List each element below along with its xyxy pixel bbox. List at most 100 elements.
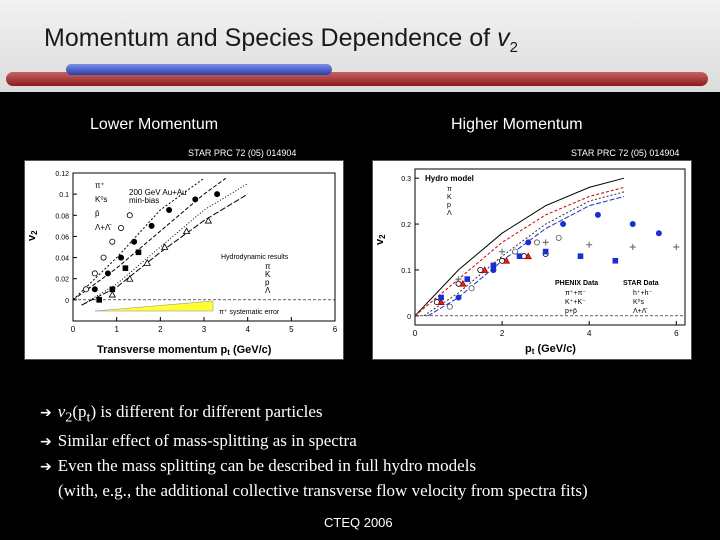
right-point xyxy=(524,252,532,260)
left-point xyxy=(118,224,125,231)
blue-accent-bar xyxy=(66,64,332,75)
right-plot-panel: 0 2 4 6 0 0.1 0.2 0.3 Hydro model π K p Λ PHENI… xyxy=(372,160,692,360)
right-hydro-curve-3 xyxy=(427,196,625,317)
right-xtick: 6 xyxy=(674,329,679,338)
left-point xyxy=(100,254,107,261)
right-point xyxy=(446,303,453,310)
right-frame xyxy=(414,168,686,326)
arrow-icon: ➔ xyxy=(40,434,52,451)
right-data-points xyxy=(433,211,680,310)
left-point xyxy=(161,243,169,250)
right-point xyxy=(542,248,549,255)
left-ytick: 0.08 xyxy=(55,213,69,220)
title-text: Momentum and Species Dependence of xyxy=(44,24,498,52)
right-point xyxy=(468,285,475,292)
left-xtick: 2 xyxy=(158,325,163,334)
page-title: Momentum and Species Dependence of v2 xyxy=(44,24,518,56)
right-hydro-title: Hydro model xyxy=(425,174,474,183)
right-heading: Higher Momentum xyxy=(451,116,583,133)
right-point xyxy=(455,276,462,283)
left-hydro-legend-k: K xyxy=(265,270,271,279)
right-hydro-legend-p: p xyxy=(447,202,451,209)
left-annotation-energy: 200 GeV Au+Au xyxy=(129,188,187,197)
right-point xyxy=(481,266,489,273)
right-point xyxy=(438,294,444,301)
left-hydro-curve-3 xyxy=(81,193,248,306)
right-ytick: 0.1 xyxy=(401,268,411,275)
bullet-list: ➔ v2(pt) is different for different parti… xyxy=(40,400,588,503)
left-point xyxy=(192,196,199,203)
right-point xyxy=(555,234,562,241)
bullet-2: ➔ Similar effect of mass-splitting as in … xyxy=(40,431,357,451)
right-point xyxy=(533,239,540,246)
left-v2-plot: 0 1 2 3 4 5 6 0 0.02 0.04 0.06 0.08 0.1 0.12 200 GeV … xyxy=(26,171,338,357)
phenix-legend-proton: p+p̄ xyxy=(565,308,577,315)
left-point xyxy=(131,238,138,245)
left-ytick: 0.04 xyxy=(55,256,69,263)
right-point xyxy=(525,239,532,246)
left-xtick: 5 xyxy=(289,325,294,334)
red-accent-bar xyxy=(6,72,708,86)
left-legend-antiproton: p̄ xyxy=(95,209,100,218)
arrow-icon: ➔ xyxy=(40,459,52,476)
left-ytick: 0.1 xyxy=(59,192,69,199)
right-point xyxy=(502,256,511,264)
left-heading: Lower Momentum xyxy=(90,116,219,133)
left-xtick: 0 xyxy=(71,325,76,334)
left-point xyxy=(126,212,133,219)
pion-systematic-error-band xyxy=(94,300,214,312)
left-point xyxy=(118,254,125,261)
left-hydro-curves xyxy=(72,177,248,306)
right-reference: STAR PRC 72 (05) 014904 xyxy=(571,148,680,158)
right-xlabel: pt (GeV/c) xyxy=(525,343,576,356)
left-point xyxy=(122,265,129,271)
right-point xyxy=(490,266,497,273)
phenix-legend-kaon: K⁺+K⁻ xyxy=(565,299,586,306)
right-axes: 0 2 4 6 0 0.1 0.2 0.3 xyxy=(401,168,686,338)
right-hydro-curve-2 xyxy=(423,191,625,317)
right-point xyxy=(586,241,593,248)
left-point xyxy=(83,286,90,293)
left-hydro-curve-0 xyxy=(72,177,205,301)
right-point xyxy=(577,253,584,259)
left-point xyxy=(91,286,98,293)
left-point xyxy=(104,270,111,277)
left-point xyxy=(166,207,173,214)
right-ylabel: v2 xyxy=(374,234,387,245)
right-point xyxy=(594,211,601,218)
right-point xyxy=(455,294,462,301)
bullet-3-continuation: (with, e.g., the additional collective t… xyxy=(58,481,588,501)
left-ytick: 0.12 xyxy=(55,171,69,178)
left-xtick: 6 xyxy=(333,325,338,334)
left-point xyxy=(96,297,103,303)
left-xtick: 4 xyxy=(245,325,250,334)
left-point xyxy=(91,270,98,277)
bullet-1: ➔ v2(pt) is different for different parti… xyxy=(40,402,323,426)
right-point xyxy=(464,276,471,282)
left-ytick: 0 xyxy=(65,298,69,305)
left-hydro-curve-1 xyxy=(72,177,227,301)
right-xtick: 4 xyxy=(587,329,592,338)
left-hydro-legend-p: p xyxy=(265,278,270,287)
right-xtick: 2 xyxy=(500,329,505,338)
left-axes: 0 1 2 3 4 5 6 0 0.02 0.04 0.06 0.08 0.1 0.12 xyxy=(55,171,337,334)
right-v2-plot: 0 2 4 6 0 0.1 0.2 0.3 Hydro model π K p Λ PHENI… xyxy=(374,168,686,356)
title-sub: 2 xyxy=(509,39,518,56)
phenix-legend-pion: π⁺+π⁻ xyxy=(565,290,586,297)
left-point xyxy=(126,274,134,282)
left-point xyxy=(182,227,191,235)
phenix-title: PHENIX Data xyxy=(555,280,598,287)
star-legend-lambda: Λ+Λ̄ xyxy=(633,308,647,315)
star-legend-kaon: K⁰s xyxy=(633,298,644,306)
left-sys-label: π⁺ systematic error xyxy=(219,309,280,316)
right-hydro-legend-pi: π xyxy=(447,186,452,193)
left-point xyxy=(204,216,213,224)
title-var: v xyxy=(497,24,510,52)
left-hydro-label: Hydrodynamic results xyxy=(221,254,289,261)
right-point xyxy=(612,257,619,264)
right-hydro-curves xyxy=(414,177,625,317)
left-ytick: 0.06 xyxy=(55,234,69,241)
left-reference: STAR PRC 72 (05) 014904 xyxy=(188,148,297,158)
left-data-points xyxy=(83,191,221,303)
left-ylabel: v2 xyxy=(26,230,39,241)
